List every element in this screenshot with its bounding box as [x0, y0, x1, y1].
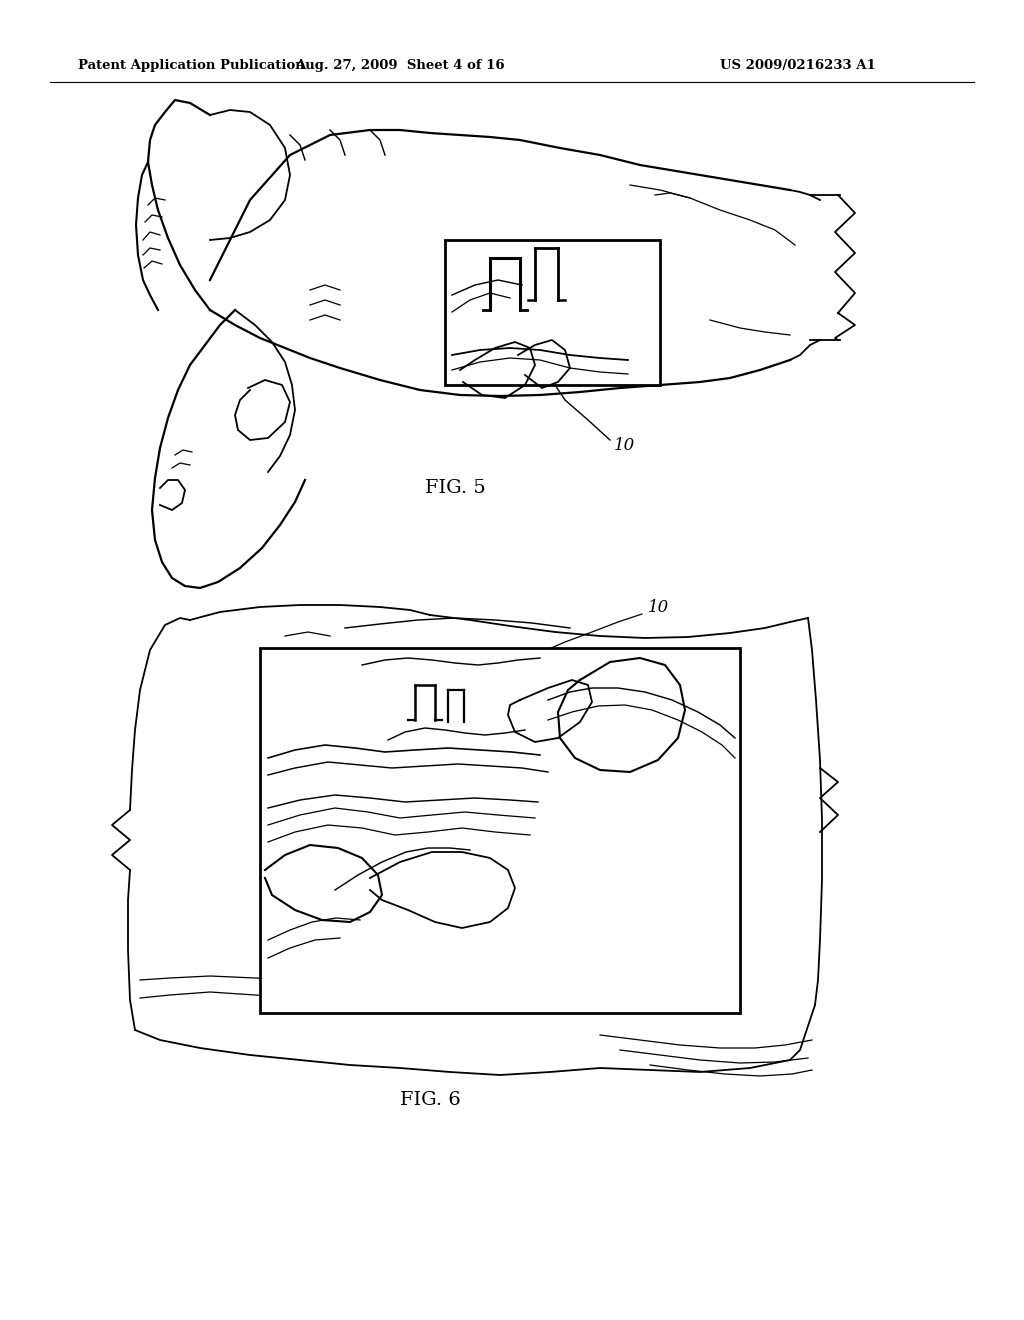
Text: FIG. 5: FIG. 5	[425, 479, 485, 498]
Text: 10: 10	[614, 437, 635, 454]
Text: 10: 10	[648, 599, 670, 616]
Text: Patent Application Publication: Patent Application Publication	[78, 58, 305, 71]
Text: US 2009/0216233 A1: US 2009/0216233 A1	[720, 58, 876, 71]
Text: FIG. 6: FIG. 6	[399, 1092, 461, 1109]
Text: Aug. 27, 2009  Sheet 4 of 16: Aug. 27, 2009 Sheet 4 of 16	[295, 58, 505, 71]
Bar	[260, 648, 740, 1012]
Bar	[445, 240, 660, 385]
